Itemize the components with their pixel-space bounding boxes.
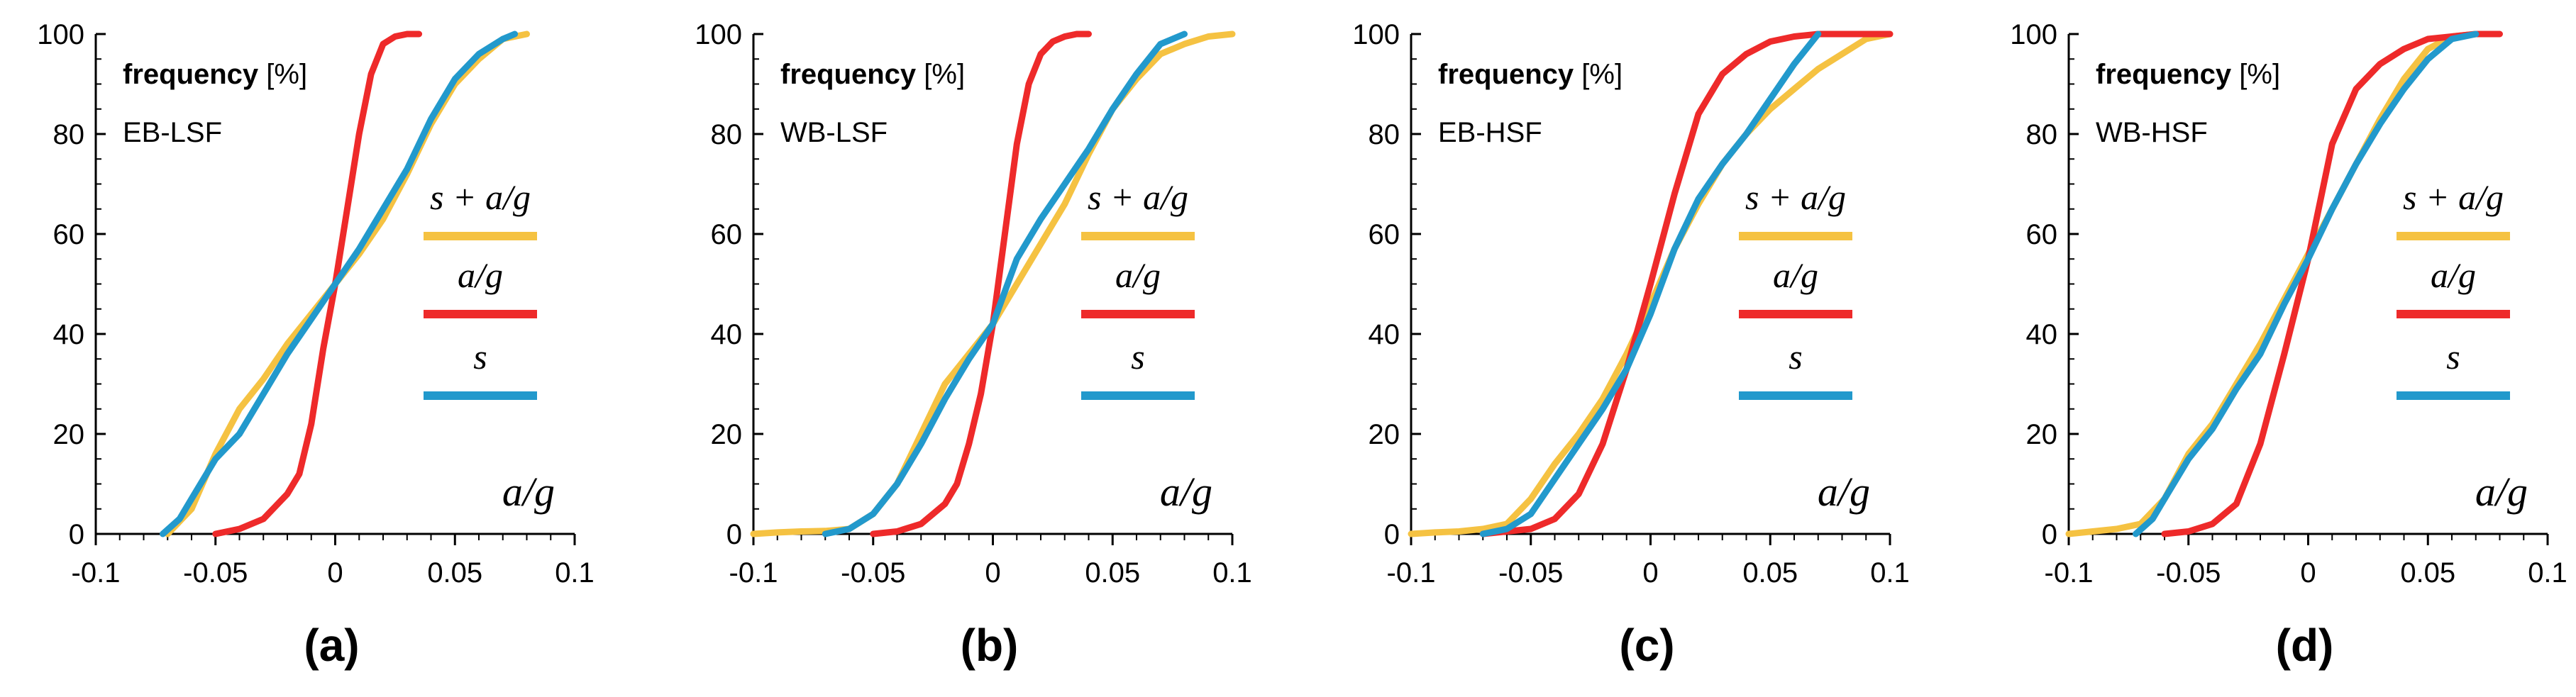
series-line-a-g xyxy=(1479,30,1894,537)
frequency-unit: [%] xyxy=(258,59,307,90)
x-tick-label: 0.05 xyxy=(2400,557,2455,589)
y-tick-label: 60 xyxy=(1369,219,1400,250)
y-tick-label: 60 xyxy=(711,219,743,250)
legend-label: s + a/g xyxy=(2403,177,2504,217)
frequency-annotation: frequency [%] xyxy=(2096,59,2280,90)
x-tick-label: 0.05 xyxy=(1742,557,1798,589)
panel-label: (b) xyxy=(961,620,1019,671)
frequency-label: frequency xyxy=(2096,59,2232,90)
x-axis-title: a/g xyxy=(2475,469,2528,515)
y-tick-label: 20 xyxy=(2026,419,2058,450)
chart-panel-d: 0 20 40 60 80 100 -0.1 -0.05 0 0.05 0.1 frequency [… xyxy=(2010,19,2567,671)
x-tick-label: 0 xyxy=(1642,557,1658,589)
panel-label: (d) xyxy=(2276,620,2334,671)
x-tick-label: -0.05 xyxy=(183,557,248,589)
x-tick-label: -0.05 xyxy=(1498,557,1563,589)
x-axis-title: a/g xyxy=(502,469,555,515)
x-tick-label: 0 xyxy=(985,557,1000,589)
chart-panel-a: 0 20 40 60 80 100 -0.1 -0.05 0 0.05 0.1 frequency [… xyxy=(37,19,595,671)
legend-label: s + a/g xyxy=(1088,177,1188,217)
case-label: WB-HSF xyxy=(2096,117,2208,148)
y-tick-label: 100 xyxy=(695,19,742,50)
chart-panel-b: 0 20 40 60 80 100 -0.1 -0.05 0 0.05 0.1 frequency [… xyxy=(695,19,1252,671)
x-tick-label: 0.05 xyxy=(427,557,482,589)
legend-label: a/g xyxy=(2431,255,2476,295)
legend-label: s + a/g xyxy=(430,177,531,217)
series-line-s xyxy=(2133,30,2480,537)
y-tick-label: 0 xyxy=(69,519,84,550)
panel-label: (c) xyxy=(1619,620,1674,671)
series-line-a-g xyxy=(2161,30,2503,537)
y-tick-label: 100 xyxy=(2010,19,2057,50)
y-tick-label: 20 xyxy=(53,419,85,450)
frequency-unit: [%] xyxy=(916,59,965,90)
case-label: EB-LSF xyxy=(123,117,222,148)
series-line-a-g xyxy=(870,30,1092,537)
y-tick-label: 80 xyxy=(1369,119,1400,150)
y-tick-label: 0 xyxy=(726,519,742,550)
legend-label: a/g xyxy=(458,255,503,295)
x-tick-label: -0.1 xyxy=(729,557,778,589)
panel-label: (a) xyxy=(304,620,359,671)
chart-panel-c: 0 20 40 60 80 100 -0.1 -0.05 0 0.05 0.1 frequency [… xyxy=(1352,19,1910,671)
y-tick-label: 20 xyxy=(1369,419,1400,450)
frequency-label: frequency xyxy=(123,59,259,90)
series-line-sa-g xyxy=(1408,30,1894,537)
series-line-sa-g xyxy=(2065,30,2480,537)
legend-label: a/g xyxy=(1115,255,1161,295)
frequency-annotation: frequency [%] xyxy=(123,59,307,90)
series-line-s xyxy=(822,30,1188,537)
x-tick-label: 0.1 xyxy=(1870,557,1910,589)
case-label: WB-LSF xyxy=(780,117,888,148)
y-tick-label: 100 xyxy=(37,19,84,50)
frequency-unit: [%] xyxy=(2231,59,2280,90)
y-tick-label: 60 xyxy=(53,219,85,250)
frequency-annotation: frequency [%] xyxy=(1438,59,1623,90)
x-tick-label: -0.1 xyxy=(2045,557,2094,589)
x-tick-label: 0 xyxy=(327,557,343,589)
y-tick-label: 0 xyxy=(1384,519,1400,550)
x-axis-title: a/g xyxy=(1818,469,1870,515)
x-tick-label: -0.1 xyxy=(72,557,121,589)
x-tick-label: -0.1 xyxy=(1387,557,1436,589)
y-tick-label: 40 xyxy=(53,319,85,350)
x-tick-label: -0.05 xyxy=(841,557,905,589)
series-line-s xyxy=(1479,30,1822,537)
legend-label: s xyxy=(1789,337,1802,377)
y-tick-label: 40 xyxy=(2026,319,2058,350)
legend-label: s xyxy=(1131,337,1144,377)
series-line-a-g xyxy=(212,30,423,537)
legend-label: s xyxy=(2446,337,2460,377)
y-tick-label: 20 xyxy=(711,419,743,450)
x-tick-label: 0.1 xyxy=(1212,557,1252,589)
legend-label: s + a/g xyxy=(1745,177,1846,217)
legend-label: a/g xyxy=(1773,255,1818,295)
y-tick-label: 80 xyxy=(2026,119,2058,150)
y-tick-label: 80 xyxy=(711,119,743,150)
case-label: EB-HSF xyxy=(1438,117,1542,148)
frequency-label: frequency xyxy=(780,59,917,90)
x-axis-title: a/g xyxy=(1160,469,1212,515)
frequency-unit: [%] xyxy=(1574,59,1623,90)
series-line-s xyxy=(160,30,519,537)
x-tick-label: -0.05 xyxy=(2156,557,2221,589)
x-tick-label: 0 xyxy=(2300,557,2316,589)
y-tick-label: 0 xyxy=(2042,519,2057,550)
frequency-label: frequency xyxy=(1438,59,1574,90)
y-tick-label: 40 xyxy=(711,319,743,350)
y-tick-label: 100 xyxy=(1352,19,1400,50)
frequency-annotation: frequency [%] xyxy=(780,59,965,90)
x-tick-label: 0.05 xyxy=(1085,557,1140,589)
x-tick-label: 0.1 xyxy=(555,557,595,589)
y-tick-label: 80 xyxy=(53,119,85,150)
legend-label: s xyxy=(473,337,487,377)
y-tick-label: 40 xyxy=(1369,319,1400,350)
y-tick-label: 60 xyxy=(2026,219,2058,250)
x-tick-label: 0.1 xyxy=(2528,557,2567,589)
